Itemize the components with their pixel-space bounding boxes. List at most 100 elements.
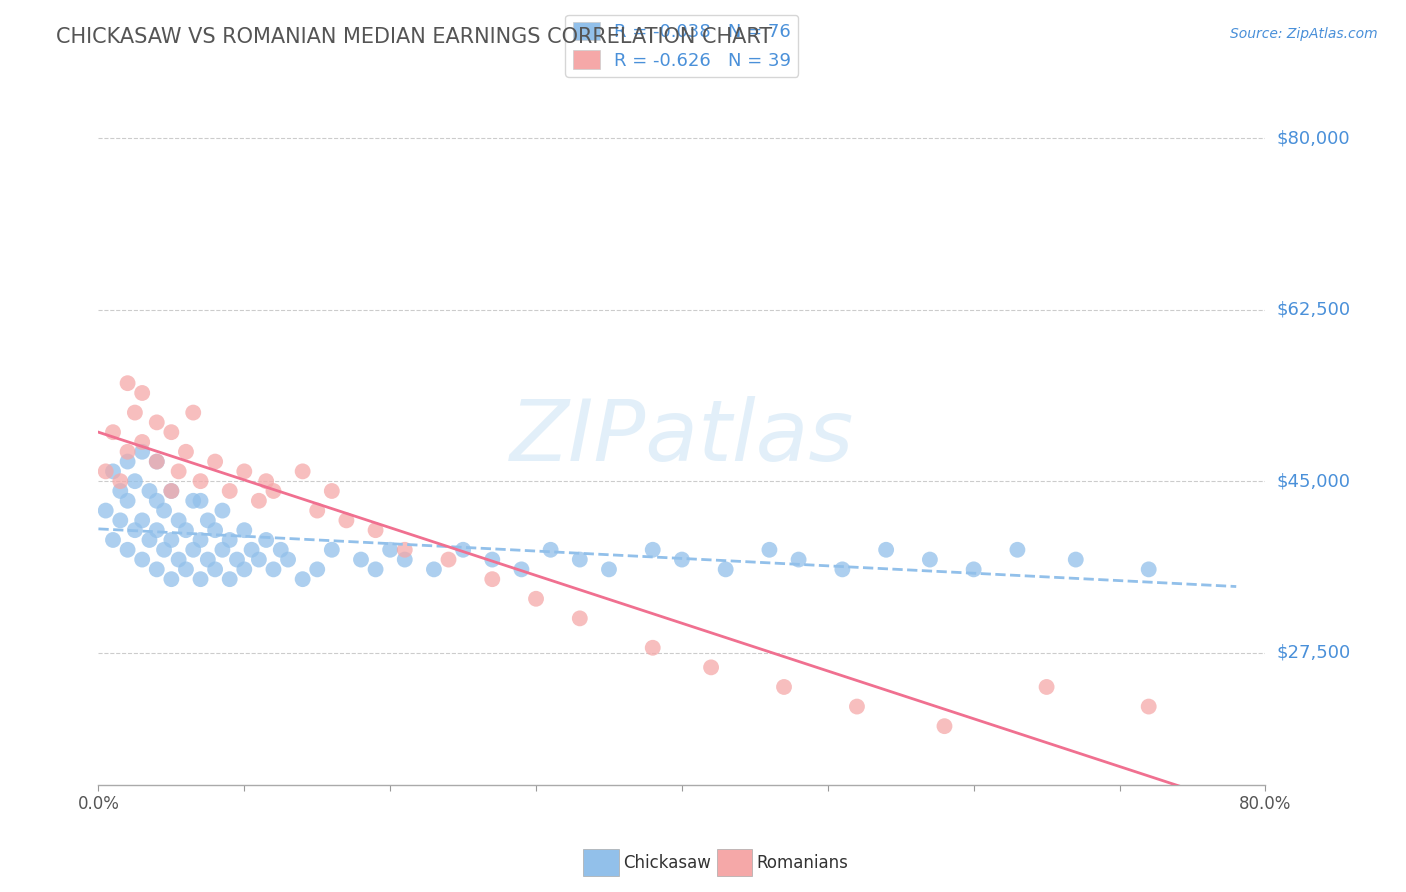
Point: [700, 660, 723, 674]
Point: [481, 572, 503, 586]
Point: [524, 591, 547, 606]
Point: [101, 464, 124, 478]
Point: [117, 454, 139, 468]
Point: [262, 483, 284, 498]
Point: [197, 552, 219, 566]
Point: [1064, 552, 1087, 566]
Point: [131, 552, 153, 566]
Point: [146, 416, 169, 430]
Point: [131, 444, 153, 458]
Point: [247, 552, 270, 566]
Point: [262, 562, 284, 576]
Text: Chickasaw: Chickasaw: [623, 854, 711, 871]
Point: [138, 533, 160, 547]
Point: [204, 562, 226, 576]
Point: [204, 454, 226, 468]
Text: ZIPatlas: ZIPatlas: [510, 395, 853, 479]
Point: [211, 503, 233, 517]
Point: [394, 552, 416, 566]
Point: [218, 572, 240, 586]
Point: [167, 464, 190, 478]
Point: [211, 542, 233, 557]
Point: [190, 474, 212, 488]
Point: [94, 464, 117, 478]
Text: $27,500: $27,500: [1277, 644, 1351, 662]
Point: [758, 542, 780, 557]
Point: [335, 513, 357, 527]
Point: [131, 513, 153, 527]
Point: [270, 542, 292, 557]
Point: [218, 533, 240, 547]
Point: [1137, 562, 1160, 576]
Point: [1035, 680, 1057, 694]
Point: [190, 493, 212, 508]
Point: [124, 406, 146, 420]
Point: [307, 562, 329, 576]
Legend: R = -0.038   N = 76, R = -0.626   N = 39: R = -0.038 N = 76, R = -0.626 N = 39: [565, 15, 799, 77]
Point: [146, 562, 169, 576]
Point: [481, 552, 503, 566]
Point: [1137, 699, 1160, 714]
Text: $45,000: $45,000: [1277, 472, 1351, 491]
Point: [1007, 542, 1029, 557]
Point: [204, 523, 226, 537]
Point: [247, 493, 270, 508]
Point: [568, 611, 591, 625]
Point: [117, 493, 139, 508]
Text: CHICKASAW VS ROMANIAN MEDIAN EARNINGS CORRELATION CHART: CHICKASAW VS ROMANIAN MEDIAN EARNINGS CO…: [56, 27, 772, 46]
Point: [641, 640, 664, 655]
Point: [350, 552, 373, 566]
Point: [146, 454, 169, 468]
Point: [598, 562, 620, 576]
Point: [174, 562, 197, 576]
Point: [364, 562, 387, 576]
Point: [240, 542, 263, 557]
Point: [934, 719, 956, 733]
Point: [101, 425, 124, 440]
Point: [671, 552, 693, 566]
Point: [510, 562, 533, 576]
Point: [181, 406, 204, 420]
Point: [773, 680, 796, 694]
Point: [291, 464, 314, 478]
Point: [226, 552, 249, 566]
Point: [378, 542, 402, 557]
Point: [160, 572, 183, 586]
Text: Romanians: Romanians: [756, 854, 848, 871]
Point: [110, 474, 132, 488]
Point: [437, 552, 460, 566]
Point: [714, 562, 737, 576]
Point: [124, 474, 146, 488]
Point: [117, 444, 139, 458]
Point: [124, 523, 146, 537]
Point: [423, 562, 446, 576]
Point: [167, 552, 190, 566]
Point: [160, 483, 183, 498]
Point: [394, 542, 416, 557]
Point: [451, 542, 474, 557]
Point: [321, 483, 343, 498]
Point: [233, 464, 256, 478]
Point: [110, 513, 132, 527]
Point: [174, 523, 197, 537]
Text: Source: ZipAtlas.com: Source: ZipAtlas.com: [1230, 27, 1378, 41]
Point: [254, 533, 277, 547]
Point: [146, 454, 169, 468]
Point: [181, 542, 204, 557]
Point: [160, 533, 183, 547]
Point: [307, 503, 329, 517]
Point: [181, 493, 204, 508]
Point: [153, 542, 176, 557]
Point: [641, 542, 664, 557]
Text: $80,000: $80,000: [1277, 129, 1350, 147]
Point: [190, 533, 212, 547]
Point: [277, 552, 299, 566]
Point: [167, 513, 190, 527]
Point: [218, 483, 240, 498]
Point: [254, 474, 277, 488]
Point: [101, 533, 124, 547]
Point: [875, 542, 897, 557]
Point: [131, 434, 153, 449]
Text: $62,500: $62,500: [1277, 301, 1351, 318]
Point: [831, 562, 853, 576]
